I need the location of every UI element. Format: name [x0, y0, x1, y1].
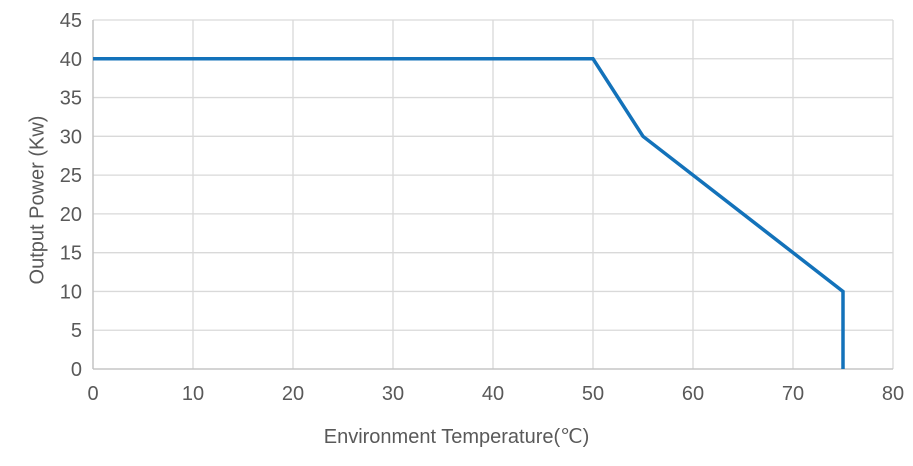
x-tick-label: 80: [882, 383, 904, 405]
x-tick-label: 60: [682, 383, 704, 405]
x-tick-label: 50: [582, 383, 604, 405]
y-tick-label: 35: [60, 88, 82, 110]
x-tick-label: 70: [782, 383, 804, 405]
x-tick-label: 30: [382, 383, 404, 405]
y-tick-label: 10: [60, 281, 82, 303]
x-tick-label: 0: [87, 383, 98, 405]
y-tick-label: 25: [60, 165, 82, 187]
y-tick-label: 40: [60, 49, 82, 71]
series-line: [93, 57, 845, 369]
y-tick-label: 45: [60, 10, 82, 32]
x-tick-label: 20: [282, 383, 304, 405]
y-tick-label: 15: [60, 243, 82, 265]
y-tick-label: 30: [60, 126, 82, 148]
y-tick-label: 5: [71, 320, 82, 342]
x-tick-label: 40: [482, 383, 504, 405]
y-tick-label: 0: [71, 359, 82, 381]
x-tick-label: 10: [182, 383, 204, 405]
y-tick-label: 20: [60, 204, 82, 226]
